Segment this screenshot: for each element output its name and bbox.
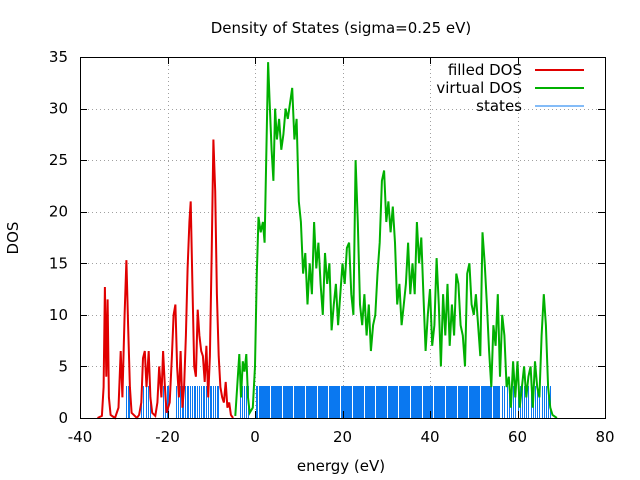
chart-title: Density of States (sigma=0.25 eV) (211, 19, 472, 37)
legend-label: states (476, 97, 522, 115)
y-axis-title: DOS (4, 222, 22, 255)
y-tick-label: 35 (49, 48, 68, 66)
states-series (126, 386, 551, 418)
y-tick-label: 5 (58, 357, 68, 375)
x-tick-label: -20 (155, 428, 180, 446)
x-axis-title: energy (eV) (297, 457, 385, 475)
x-tick-label: 60 (508, 428, 527, 446)
grid-lines (80, 57, 605, 418)
x-tick-label: 40 (420, 428, 439, 446)
x-tick-label: 0 (250, 428, 260, 446)
x-tick-label: 20 (333, 428, 352, 446)
axis-ticks: -40 -20 0 20 40 60 80 0 5 10 15 20 25 30 35 (49, 48, 615, 446)
series-line (97, 139, 234, 420)
y-tick-label: 15 (49, 254, 68, 272)
dos-lines (97, 62, 558, 420)
x-tick-label: -40 (68, 428, 93, 446)
series-line (234, 62, 558, 419)
y-tick-label: 0 (58, 409, 68, 427)
x-tick-label: 80 (595, 428, 614, 446)
y-tick-label: 25 (49, 151, 68, 169)
y-tick-label: 20 (49, 203, 68, 221)
y-tick-label: 30 (49, 100, 68, 118)
y-tick-label: 10 (49, 306, 68, 324)
legend-label: filled DOS (448, 61, 522, 79)
legend-label: virtual DOS (436, 79, 522, 97)
